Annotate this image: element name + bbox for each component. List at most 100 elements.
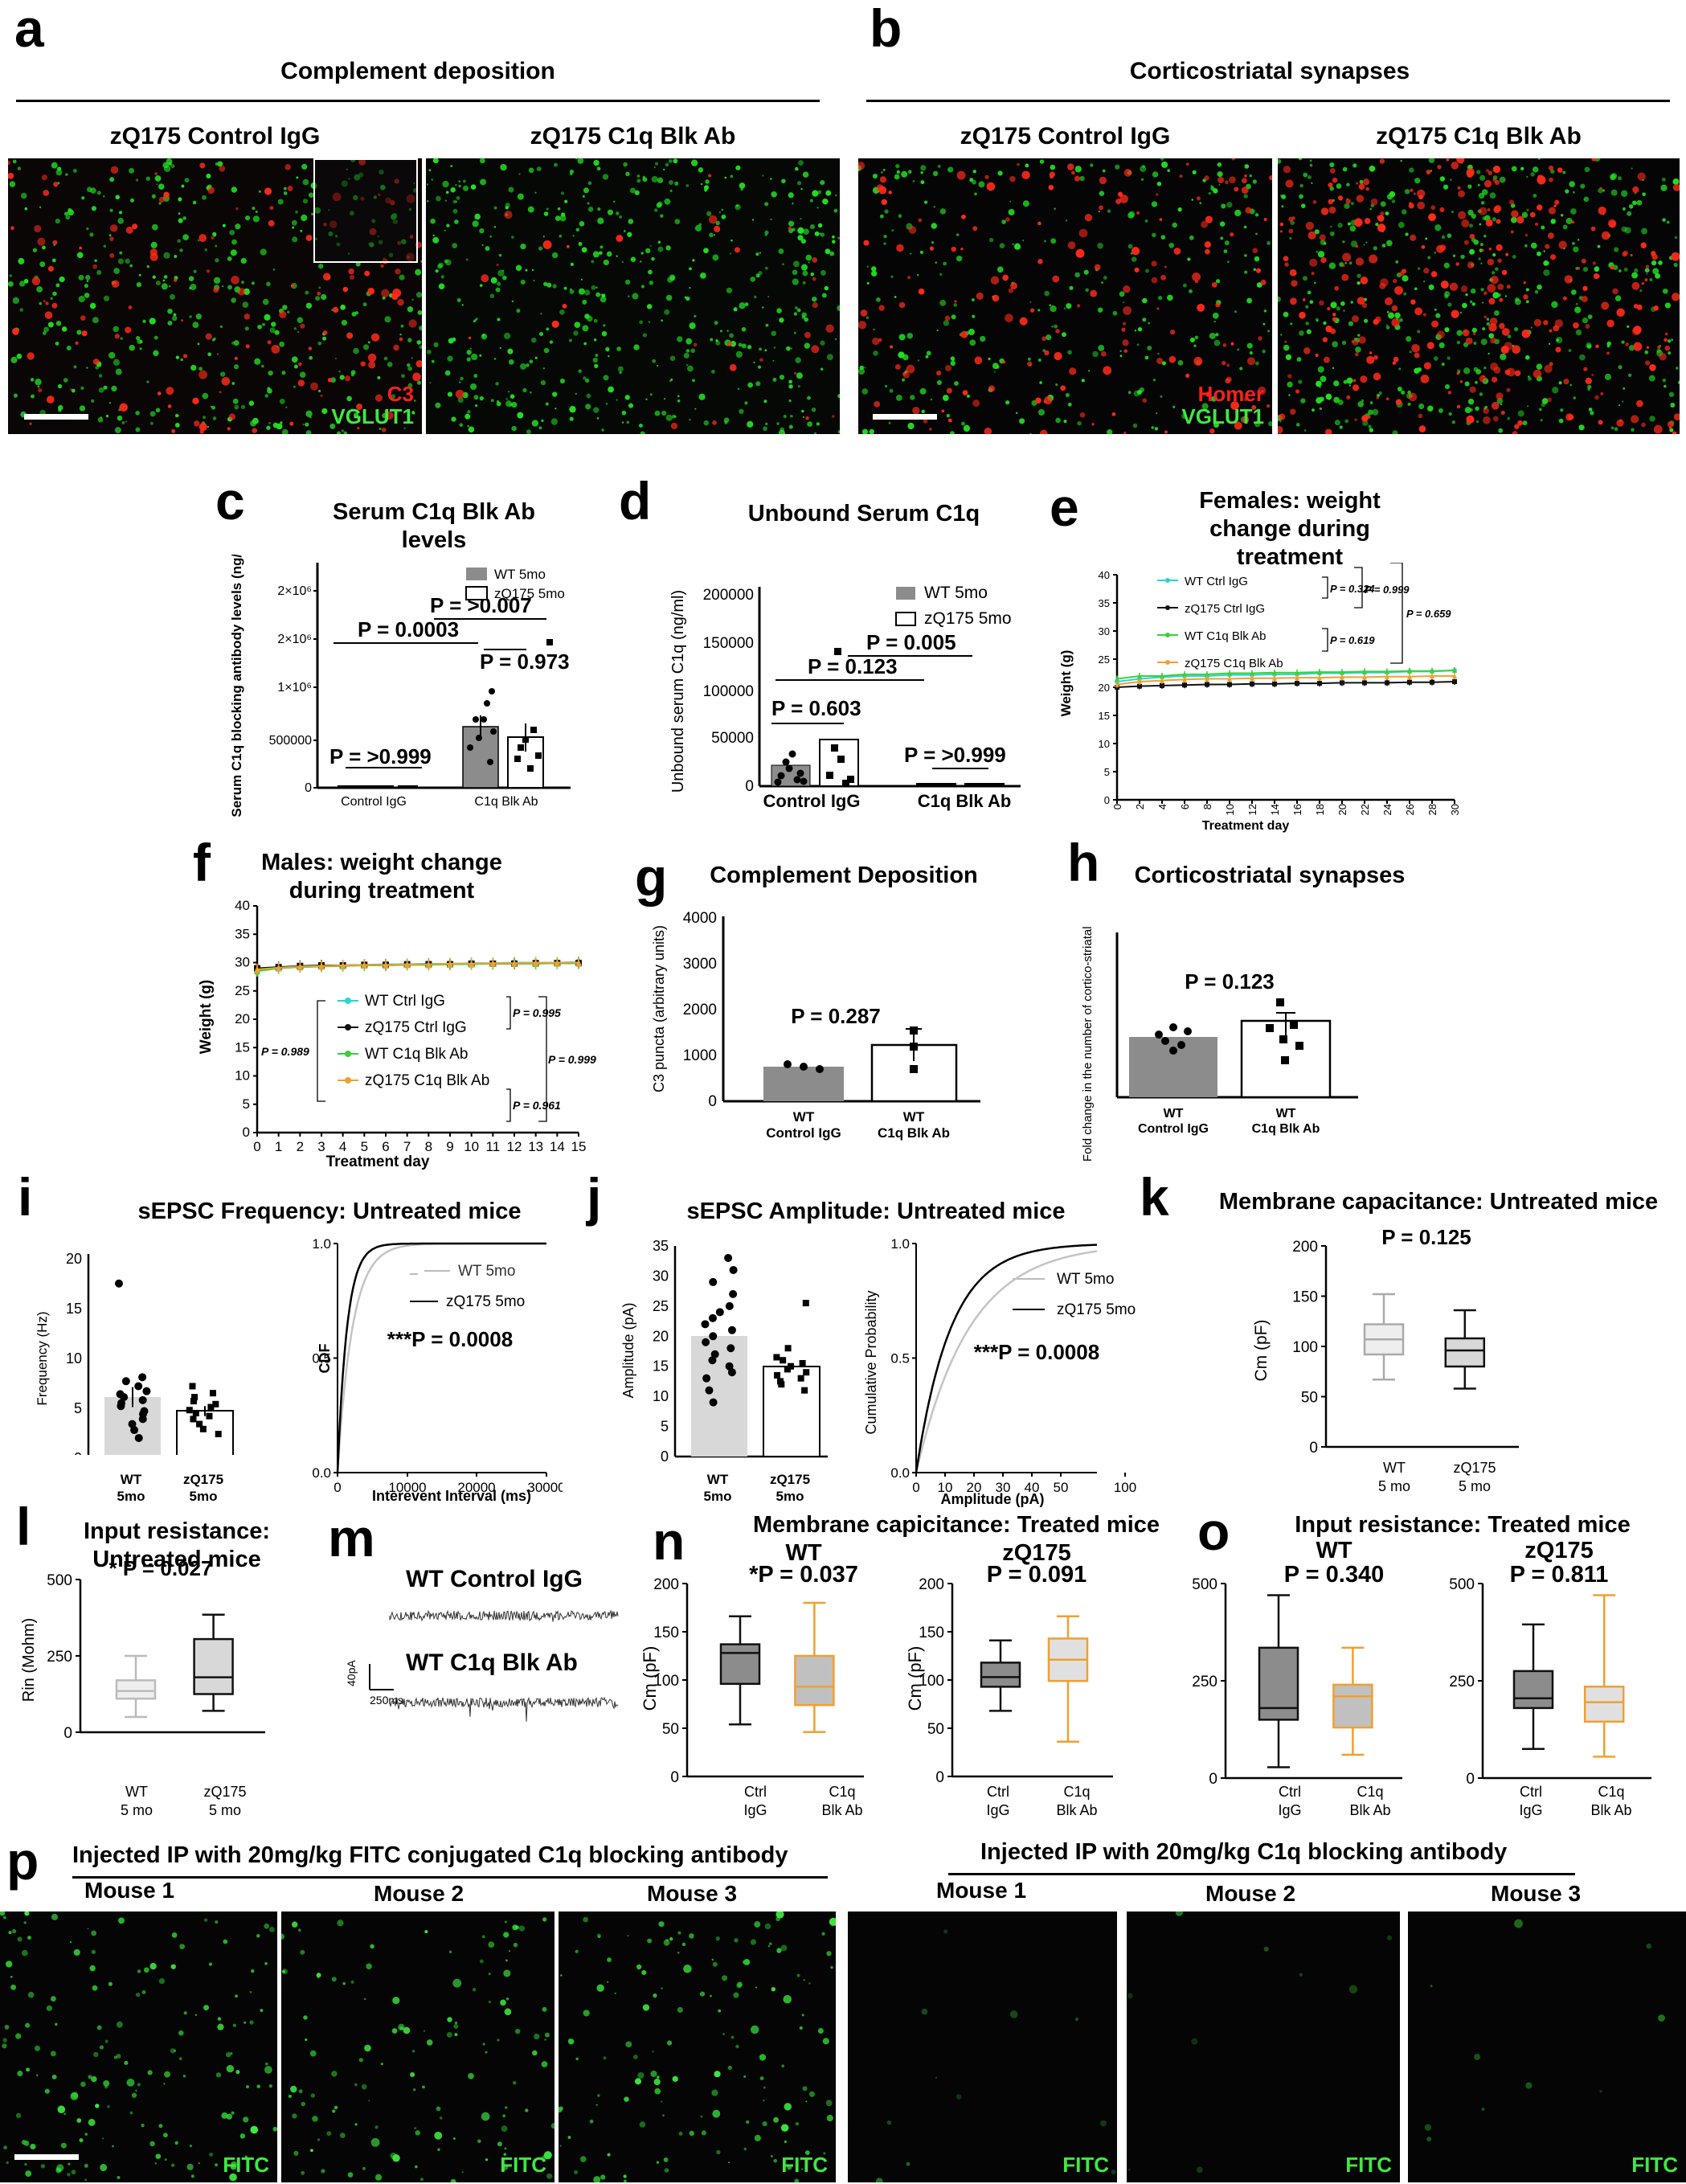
data-point <box>709 1277 718 1286</box>
data-point <box>1340 680 1344 686</box>
box <box>193 1637 234 1695</box>
panel-g-title: Complement Deposition <box>710 863 978 888</box>
xtick: 16 <box>1291 804 1303 815</box>
channel-label-c3: C3 <box>387 382 414 407</box>
ytick: 500 <box>1449 1576 1475 1593</box>
panel-letter-l: l <box>16 1497 31 1556</box>
x-tick: zQ175 5mo <box>769 1472 811 1505</box>
x-tick: C1q Blk Ab <box>1590 1784 1632 1819</box>
panel-n-stat2: P = 0.091 <box>986 1562 1087 1588</box>
legend-marker <box>1165 578 1170 583</box>
panel-c-title: Serum C1q Blk Ab levels <box>333 499 535 553</box>
legend-entry: zQ175 5mo <box>1057 1301 1136 1318</box>
x-tick: Control IgG <box>341 795 407 809</box>
panel-o-sub2: zQ175 <box>1524 1538 1594 1563</box>
xtick: 18 <box>1314 804 1326 815</box>
channel-label-homer: Homer <box>1197 382 1264 407</box>
y-axis-label: Unbound serum C1q (ng/ml) <box>669 590 687 793</box>
legend-entry: zQ175 C1q Blk Ab <box>365 1072 489 1089</box>
xtick: 10000 <box>388 1480 426 1495</box>
chart-n-wt: Cm (pF) 0 50 100 150 200 <box>643 1576 864 1784</box>
legend-marker <box>345 1051 351 1057</box>
data-point <box>489 960 497 967</box>
panel-letter-n: n <box>653 1511 685 1571</box>
panel-letter-c: c <box>215 471 245 531</box>
data-point <box>715 1308 724 1317</box>
data-point <box>403 961 411 968</box>
panel-letter-k: k <box>1140 1167 1169 1227</box>
ytick: 0 <box>745 778 754 795</box>
data-point <box>709 1398 718 1407</box>
data-point <box>130 1426 139 1435</box>
data-point <box>1227 670 1232 676</box>
panel-h-title: Corticostriatal synapses <box>1134 863 1406 888</box>
data-point <box>190 1416 197 1423</box>
y-axis-label: Cm (pF) <box>643 1646 660 1711</box>
data-point <box>297 963 304 970</box>
ytick: 0.0 <box>312 1465 331 1481</box>
xtick: 100 <box>1114 1480 1136 1495</box>
ytick: 100 <box>919 1673 944 1690</box>
xtick: 7 <box>403 1139 411 1154</box>
data-point <box>1407 668 1412 674</box>
ytick: 0 <box>243 1125 250 1140</box>
data-point <box>1160 682 1164 688</box>
ytick: 30 <box>235 955 250 970</box>
mouse-label: Mouse 2 <box>1205 1881 1296 1906</box>
data-point <box>1430 674 1434 678</box>
ytick: 0 <box>708 1093 717 1110</box>
data-point <box>134 1433 143 1442</box>
p-value: P = 0.619 <box>1330 634 1375 646</box>
data-point <box>186 1407 193 1414</box>
xtick: 12 <box>1246 804 1258 815</box>
ytick: 0.0 <box>890 1465 910 1481</box>
panel-o-title: Input resistance: Treated mice <box>1295 1512 1631 1538</box>
data-point <box>1205 676 1209 682</box>
x-tick: C1q Blk Ab <box>878 1125 950 1141</box>
x-tick: WT <box>1276 1107 1296 1121</box>
panel-letter-i: i <box>18 1167 33 1227</box>
data-point <box>780 1357 787 1364</box>
image-title: zQ175 Control IgG <box>960 123 1171 150</box>
chart-l: Rin (Mohm) * P = 0.027 0 250 500 <box>20 1559 265 1742</box>
micrograph-p-blk-3: FITC <box>1408 1912 1686 2182</box>
data-point <box>134 1382 143 1391</box>
channel-label-fitc: FITC <box>1062 2152 1109 2177</box>
data-point <box>774 1371 781 1379</box>
image-title: zQ175 C1q Blk Ab <box>530 123 736 150</box>
panel-d-title: Unbound Serum C1q <box>747 501 980 527</box>
x-tick: C1q Blk Ab <box>1056 1784 1098 1819</box>
ytick: 500000 <box>269 734 312 748</box>
stat-bracket <box>1354 567 1363 608</box>
xtick: 20 <box>967 1480 982 1495</box>
scale-bar <box>14 2154 79 2160</box>
data-point <box>361 961 368 969</box>
stat-bracket <box>1390 563 1403 664</box>
mouse-label: Mouse 1 <box>936 1878 1027 1903</box>
x-tick: C1q Blk Ab <box>821 1784 863 1819</box>
data-point <box>799 1359 806 1367</box>
ytick: 150000 <box>703 635 754 652</box>
p-value: P = 0.989 <box>261 1045 309 1058</box>
legend-entry: zQ175 C1q Blk Ab <box>1185 657 1283 670</box>
ytick: 25 <box>653 1298 669 1314</box>
data-point <box>1340 670 1344 675</box>
legend-entry: WT Ctrl IgG <box>365 993 445 1010</box>
data-point <box>1317 670 1322 675</box>
legend-entry: WT 5mo <box>458 1263 515 1280</box>
ytick: 20 <box>1099 682 1110 694</box>
legend-marker <box>1165 633 1170 637</box>
data-point <box>778 1381 785 1388</box>
x-tick: Ctrl IgG <box>743 1784 767 1819</box>
xtick: 12 <box>507 1139 522 1154</box>
data-point <box>383 961 389 969</box>
ytick: 2×10⁶ <box>277 584 312 598</box>
channel-label-fitc: FITC <box>1345 2152 1392 2177</box>
data-point <box>1362 669 1367 674</box>
xtick: 4 <box>339 1139 346 1154</box>
legend-marker <box>345 1024 351 1031</box>
box <box>719 1643 761 1686</box>
p-value: P = 0.973 <box>480 649 570 674</box>
series-line <box>1116 670 1455 680</box>
panel-k-title: Membrane capacitance: Untreated mice <box>1218 1189 1659 1215</box>
